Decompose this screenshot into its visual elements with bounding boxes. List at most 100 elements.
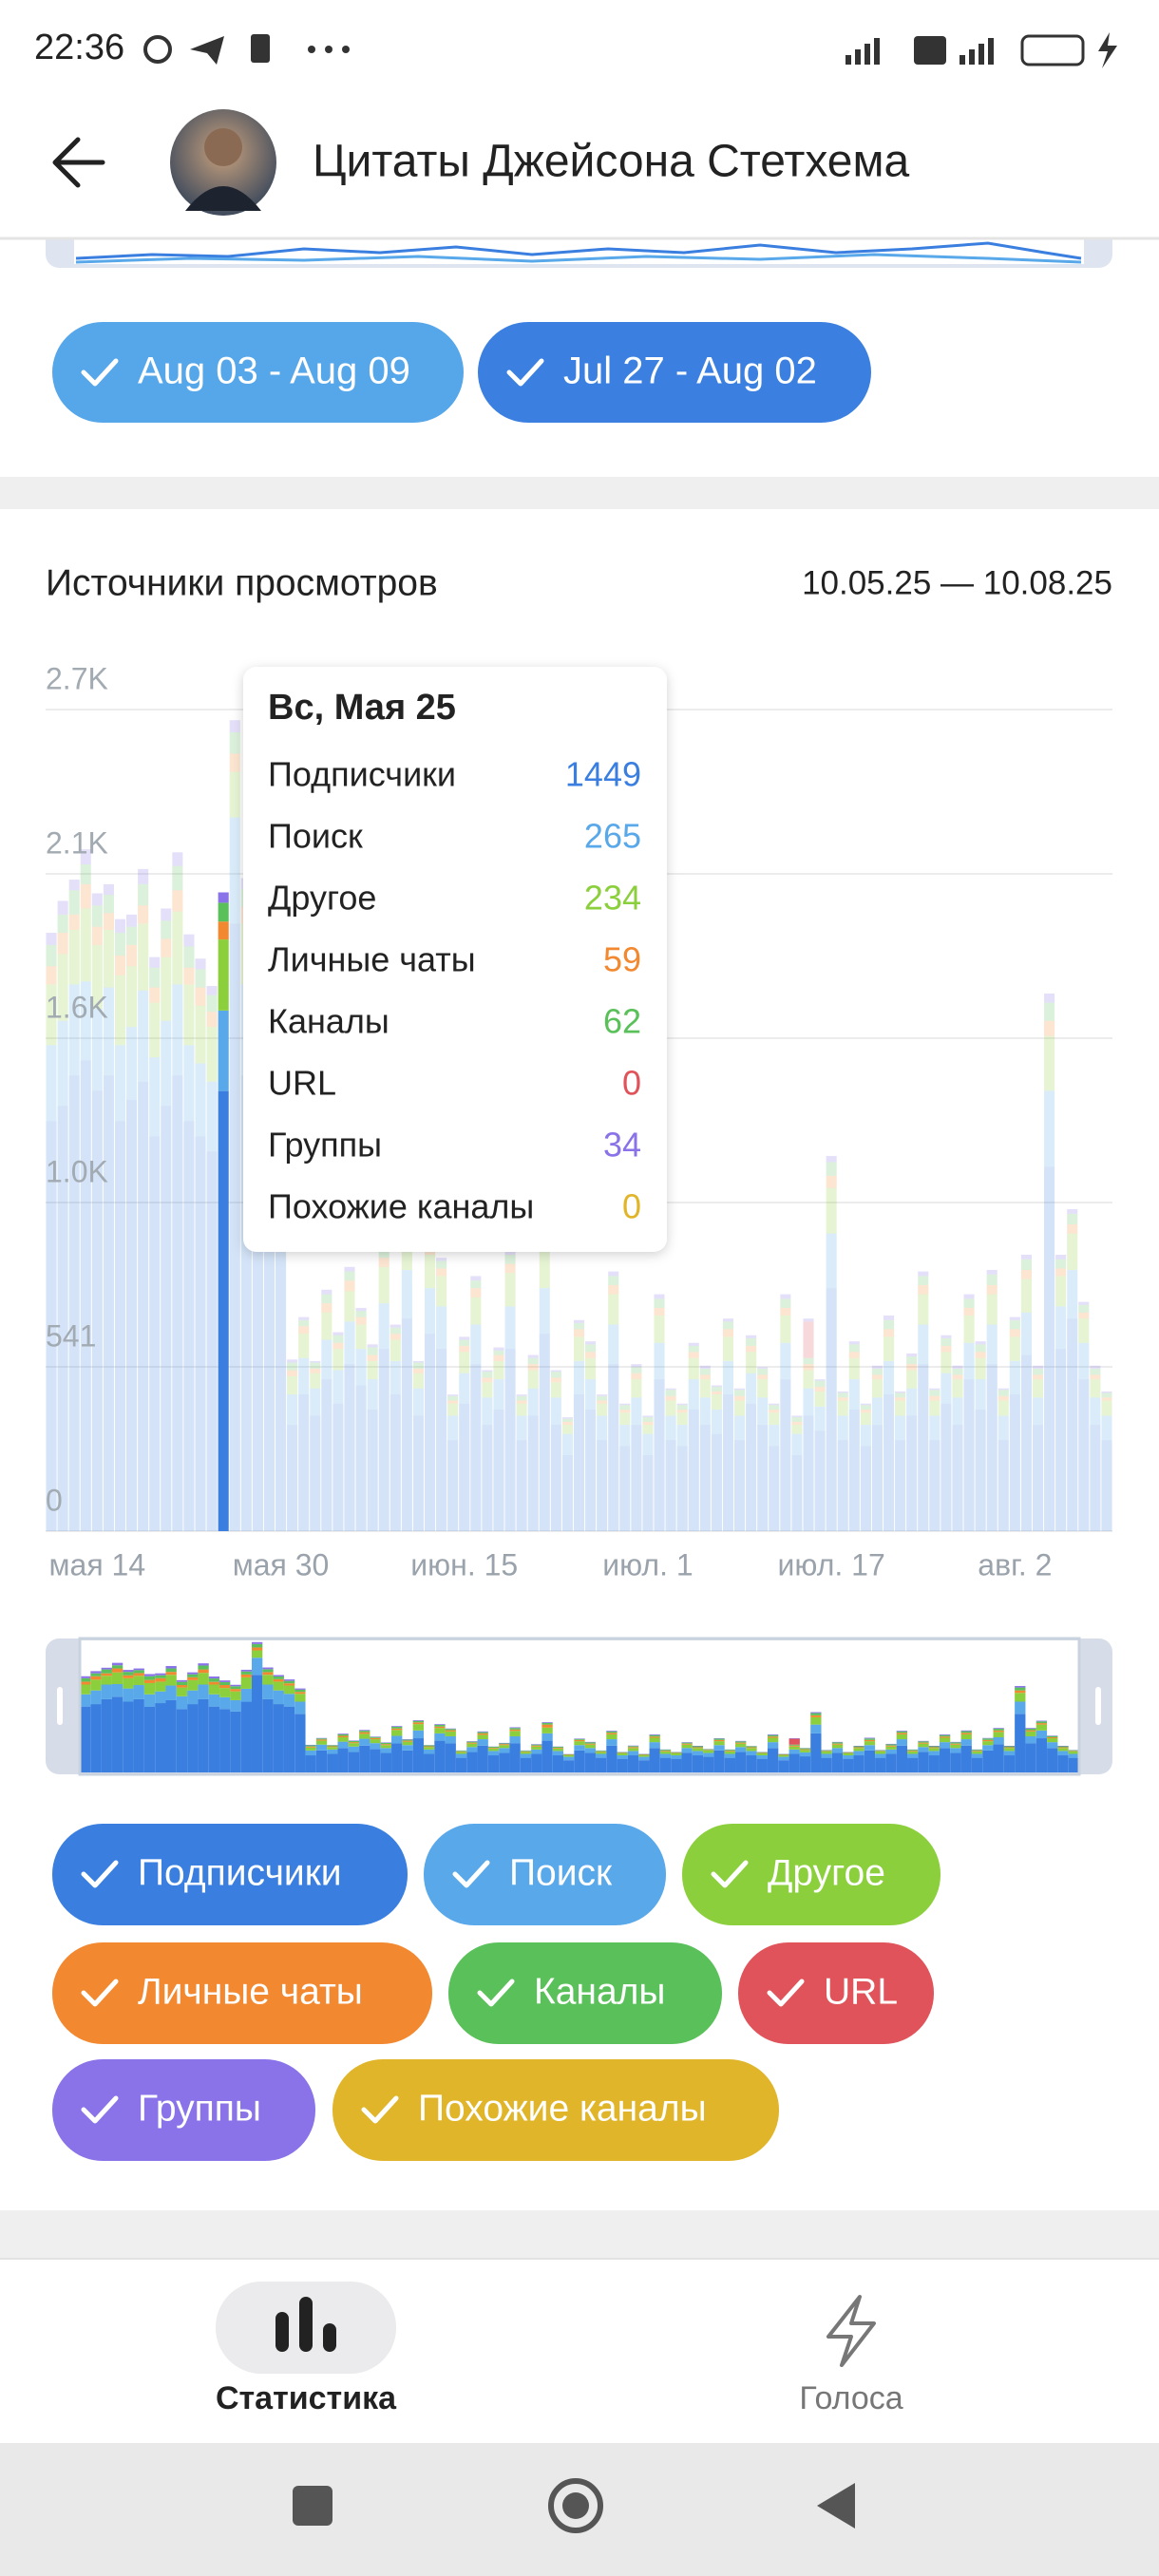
bar-segment (724, 1757, 736, 1772)
bar-segment (649, 1737, 660, 1743)
x-tick-label: июн. 15 (410, 1547, 518, 1582)
bar-segment (1047, 1748, 1058, 1772)
bar-segment (390, 1324, 401, 1328)
bar-segment (810, 1724, 822, 1733)
bar-segment (230, 1689, 241, 1692)
bar-segment (831, 1744, 844, 1749)
back-system-button[interactable] (817, 2483, 855, 2529)
bar-segment (918, 1364, 929, 1531)
navigator[interactable] (46, 1637, 1112, 1776)
bar-segment (348, 1746, 360, 1752)
legend-check (452, 1860, 490, 1888)
bar-segment (80, 1684, 91, 1695)
bar-segment (332, 1342, 344, 1350)
bar-segment (1101, 1392, 1112, 1398)
bar-segment (561, 1421, 573, 1426)
bar-segment (344, 1364, 355, 1531)
bar-segment (1078, 1318, 1090, 1343)
status-bar (0, 0, 1159, 95)
bar-segment (552, 1748, 564, 1749)
bar-segment (724, 1750, 736, 1752)
bar-segment (1057, 1755, 1069, 1772)
bar-segment (470, 1288, 482, 1297)
legend-chip[interactable]: Каналы (448, 1942, 722, 2044)
legend-chip[interactable]: Личные чаты (52, 1942, 432, 2044)
bar-segment (780, 1379, 791, 1531)
bar-segment (80, 864, 91, 884)
bar-segment (993, 1729, 1004, 1731)
bar-segment (848, 1379, 860, 1411)
bar-segment (998, 1388, 1009, 1391)
bar-segment (895, 1440, 906, 1531)
bar-segment (864, 1737, 876, 1739)
bar-segment (315, 1738, 328, 1740)
bar-segment (208, 1678, 220, 1682)
bar-segment (550, 1382, 561, 1398)
period-chip[interactable]: Jul 27 - Aug 02 (478, 322, 871, 423)
back-button[interactable] (52, 137, 105, 188)
bar-segment (803, 1388, 814, 1416)
bar-segment (348, 1743, 360, 1747)
bar-segment (327, 1747, 338, 1750)
bar-segment (573, 1360, 585, 1395)
bar-segment (606, 1745, 618, 1772)
bar-segment (91, 1008, 103, 1091)
bar-segment (298, 1357, 310, 1395)
bar-segment (390, 1360, 401, 1395)
legend-chip[interactable]: Другое (682, 1824, 940, 1925)
legend-chip[interactable]: Похожие каналы (332, 2059, 779, 2161)
bar-segment (80, 849, 91, 865)
legend-chip[interactable]: Поиск (424, 1824, 666, 1925)
bar-segment (447, 1403, 459, 1416)
home-button[interactable] (548, 2478, 603, 2533)
navigator-handle[interactable] (57, 1687, 63, 1725)
bar-segment (573, 1319, 585, 1323)
bar-segment (638, 1756, 650, 1761)
legend-chip[interactable]: Группы (52, 2059, 315, 2161)
bar-segment (103, 883, 114, 896)
avatar[interactable] (170, 109, 276, 216)
legend-label: Личные чаты (138, 1971, 363, 2012)
bar-segment (998, 1395, 1009, 1401)
bar-segment (928, 1746, 940, 1748)
recents-button[interactable] (293, 2486, 332, 2526)
bar-segment (391, 1728, 403, 1731)
bar-segment (906, 1415, 918, 1531)
bar-segment (516, 1395, 527, 1401)
bar-segment (493, 1410, 504, 1531)
bar-segment (321, 1339, 332, 1380)
bar-segment (746, 1345, 757, 1353)
bar-segment (703, 1750, 714, 1751)
bar-segment (470, 1276, 482, 1281)
legend-chip[interactable]: URL (738, 1942, 934, 2044)
tooltip-title: Вс, Мая 25 (268, 688, 456, 728)
legend-chip[interactable]: Подписчики (52, 1824, 408, 1925)
period-chip[interactable]: Aug 03 - Aug 09 (52, 322, 464, 423)
bar-segment (1044, 1035, 1055, 1091)
bar-segment (837, 1400, 848, 1416)
bar-segment (585, 1341, 597, 1345)
bar-segment (939, 1748, 951, 1772)
bar-segment (57, 914, 68, 934)
nav-tab[interactable]: Статистика (216, 2282, 397, 2416)
bar-segment (875, 1750, 886, 1752)
bar-segment (126, 944, 138, 967)
bar-segment (111, 1665, 124, 1669)
navigator-handle[interactable] (1095, 1687, 1101, 1725)
bar-segment (80, 981, 91, 1061)
bar-segment (885, 1753, 897, 1772)
bar-segment (711, 1385, 722, 1388)
tooltip-series-name: Поиск (268, 817, 363, 856)
bar-segment (907, 1753, 919, 1758)
bar-segment (885, 1743, 897, 1745)
legend-label: Группы (138, 2088, 261, 2129)
bar-segment (810, 1713, 822, 1715)
bar-segment (837, 1392, 848, 1398)
bar-segment (133, 1685, 144, 1699)
bar-segment (412, 1720, 424, 1723)
bar-segment (155, 1675, 166, 1678)
bar-segment (756, 1752, 768, 1753)
bar-segment (176, 1681, 188, 1686)
bar-segment (928, 1755, 940, 1772)
nav-tab[interactable]: Голоса (799, 2295, 903, 2416)
